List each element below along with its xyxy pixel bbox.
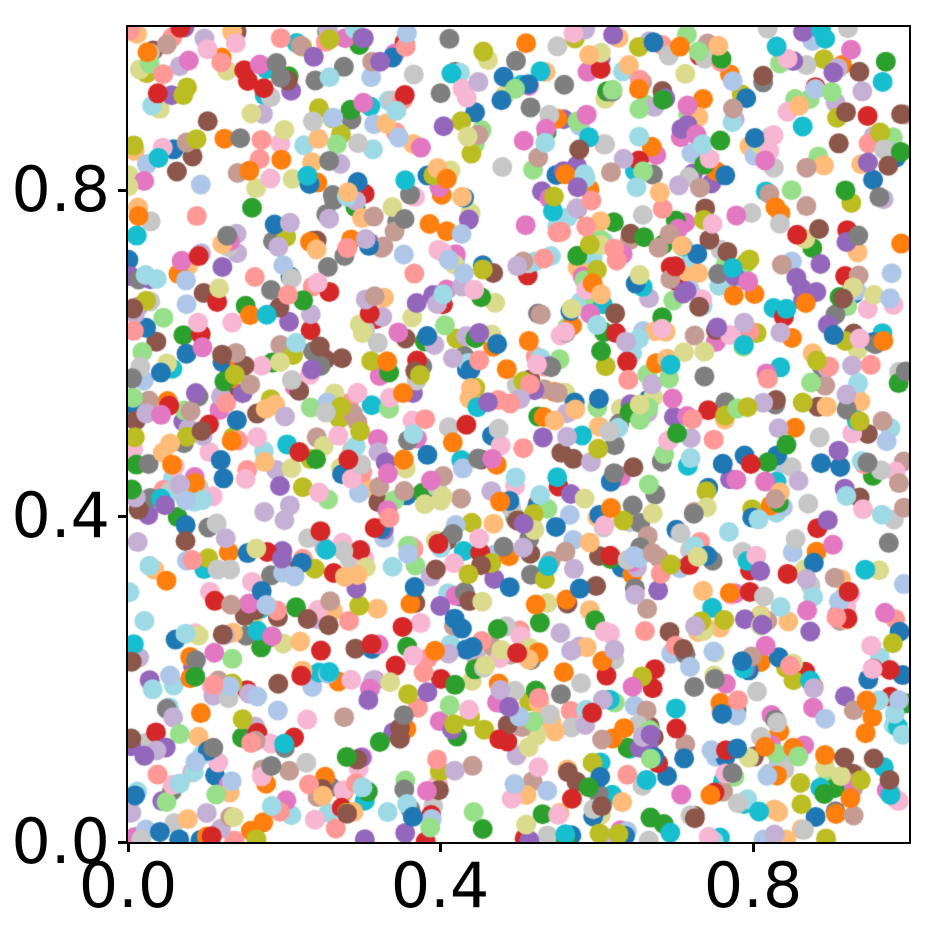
y-tick-mark: [118, 189, 126, 192]
y-tick-mark: [118, 515, 126, 518]
x-tick-mark: [439, 844, 442, 852]
plot-area: [126, 25, 911, 844]
x-tick-label: 0.4: [390, 849, 490, 922]
y-tick-mark: [118, 841, 126, 844]
x-tick-mark: [127, 844, 130, 852]
scatter-points-canvas: [128, 27, 909, 842]
x-tick-label: 0.0: [78, 849, 178, 922]
x-tick-mark: [752, 844, 755, 852]
x-tick-label: 0.8: [703, 849, 803, 922]
y-tick-label: 0.0: [11, 805, 110, 878]
y-tick-label: 0.8: [11, 153, 110, 226]
y-tick-label: 0.4: [11, 479, 110, 552]
